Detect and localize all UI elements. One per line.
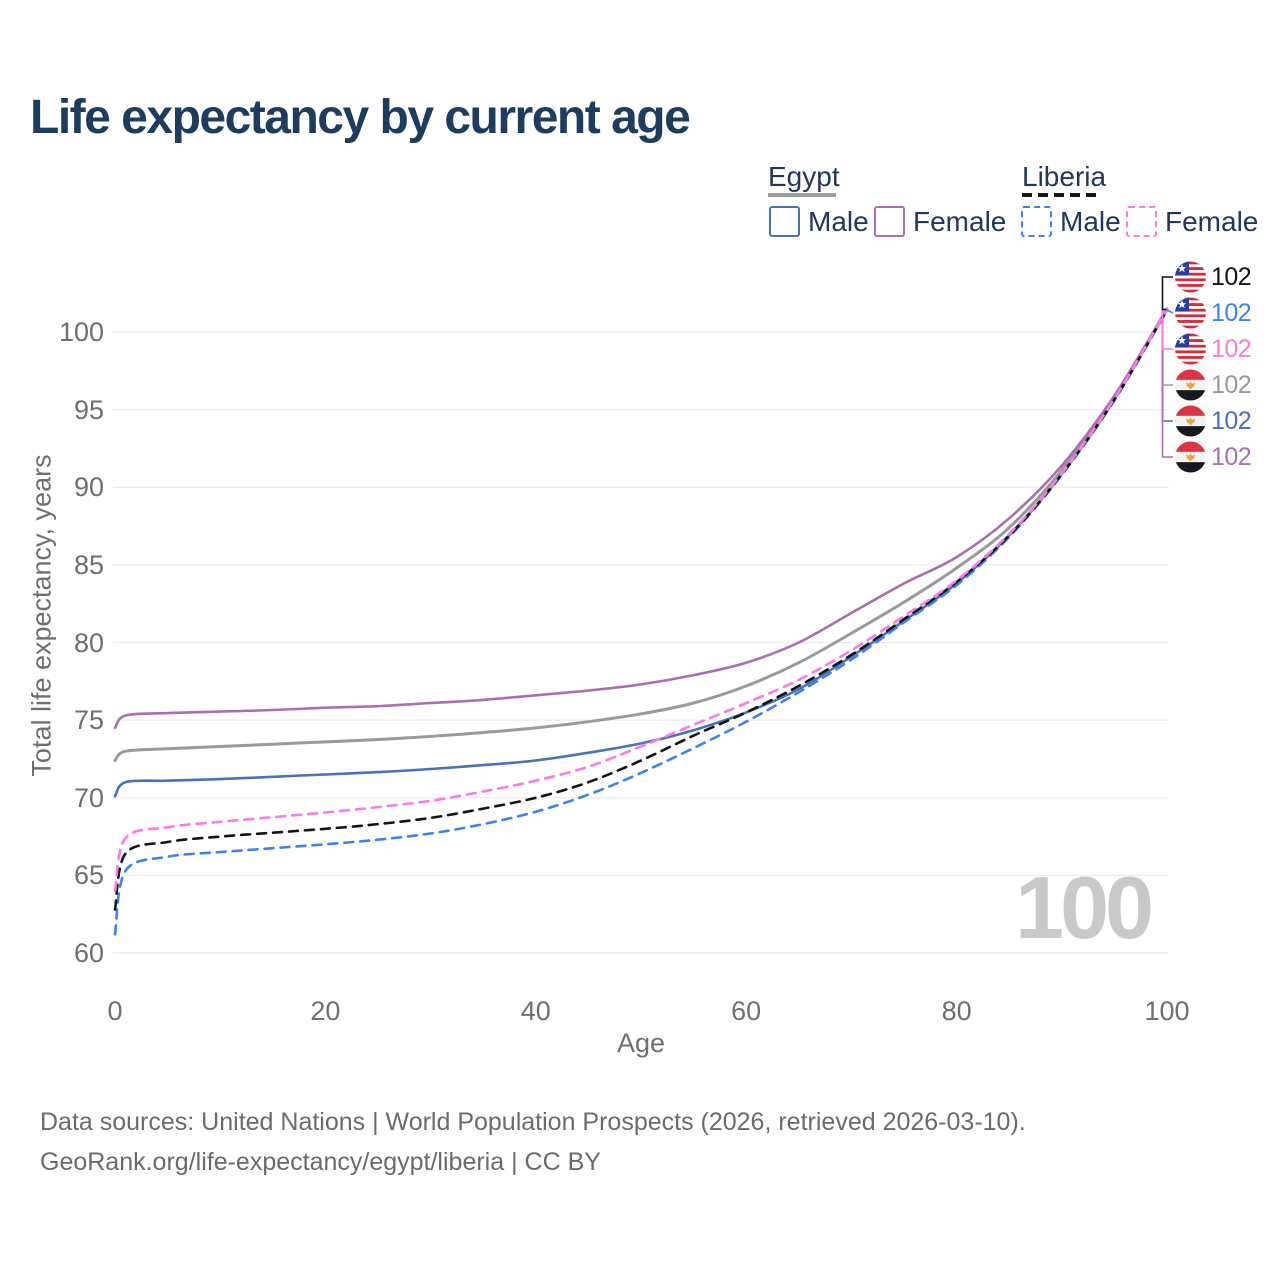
- attribution-link-text: GeoRank.org/life-expectancy/egypt/liberi…: [40, 1148, 601, 1176]
- egypt-flag-icon: [1175, 441, 1206, 473]
- series-line-liberia-female[interactable]: [113, 308, 1169, 893]
- page-title: Life expectancy by current age: [30, 91, 691, 144]
- leader-line-liberia-all: [1161, 276, 1173, 311]
- y-tick-label: 75: [73, 705, 104, 736]
- y-tick-label: 100: [58, 317, 104, 347]
- legend-swatch-0-1[interactable]: [874, 206, 905, 237]
- end-value-label-liberia-all: 102: [1211, 263, 1252, 291]
- y-tick-label: 85: [73, 549, 104, 580]
- end-value-label-egypt-all: 102: [1211, 371, 1252, 399]
- leader-line-liberia-male: [1165, 308, 1174, 314]
- legend-label-liberia-male[interactable]: Male: [1060, 206, 1121, 237]
- x-tick-label: 60: [731, 996, 762, 1026]
- y-axis-title: Total life expectancy, years: [26, 454, 57, 777]
- legend-underline-egypt: [768, 193, 836, 197]
- series-line-egypt-male[interactable]: [113, 308, 1169, 798]
- x-tick-label: 0: [107, 996, 123, 1026]
- x-tick-label: 40: [520, 996, 551, 1026]
- series-line-liberia-all[interactable]: [113, 308, 1169, 911]
- liberia-flag-icon: [1175, 297, 1206, 329]
- y-tick-label: 70: [73, 782, 104, 813]
- legend-swatch-1-1[interactable]: [1126, 206, 1157, 237]
- legend-label-egypt-female[interactable]: Female: [913, 206, 1007, 237]
- x-tick-label: 20: [310, 996, 341, 1026]
- legend-swatch-0-0[interactable]: [769, 206, 800, 237]
- series-line-egypt-all[interactable]: [113, 307, 1169, 762]
- leader-line-egypt-all: [1161, 308, 1173, 386]
- egypt-flag-icon: [1175, 369, 1206, 401]
- legend-underline-liberia: [1022, 193, 1102, 197]
- legend-group-title-egypt[interactable]: Egypt: [768, 161, 840, 192]
- y-tick-label: 60: [73, 938, 104, 968]
- legend-label-liberia-female[interactable]: Female: [1165, 206, 1259, 237]
- egypt-flag-icon: [1175, 405, 1206, 437]
- y-tick-label: 65: [73, 860, 104, 891]
- end-value-label-liberia-male: 102: [1211, 299, 1252, 327]
- leader-line-egypt-male: [1161, 308, 1173, 422]
- y-tick-label: 90: [73, 472, 104, 503]
- x-tick-label: 80: [941, 996, 972, 1026]
- series-line-liberia-male[interactable]: [113, 309, 1169, 936]
- legend-label-egypt-male[interactable]: Male: [808, 206, 869, 237]
- end-value-label-egypt-male: 102: [1211, 407, 1252, 435]
- legend-group-title-liberia[interactable]: Liberia: [1022, 161, 1107, 192]
- y-tick-label: 95: [73, 394, 104, 425]
- legend-swatch-1-0[interactable]: [1021, 206, 1052, 237]
- series-line-egypt-female[interactable]: [113, 307, 1169, 730]
- liberia-flag-icon: [1175, 333, 1206, 365]
- x-tick-label: 100: [1144, 996, 1190, 1026]
- age-watermark: 100: [1015, 858, 1154, 957]
- end-value-label-liberia-female: 102: [1211, 335, 1252, 363]
- data-sources-text: Data sources: United Nations | World Pop…: [40, 1108, 1026, 1136]
- y-tick-label: 80: [73, 627, 104, 658]
- end-value-label-egypt-female: 102: [1211, 443, 1252, 471]
- x-axis-title: Age: [616, 1028, 666, 1058]
- liberia-flag-icon: [1175, 261, 1206, 293]
